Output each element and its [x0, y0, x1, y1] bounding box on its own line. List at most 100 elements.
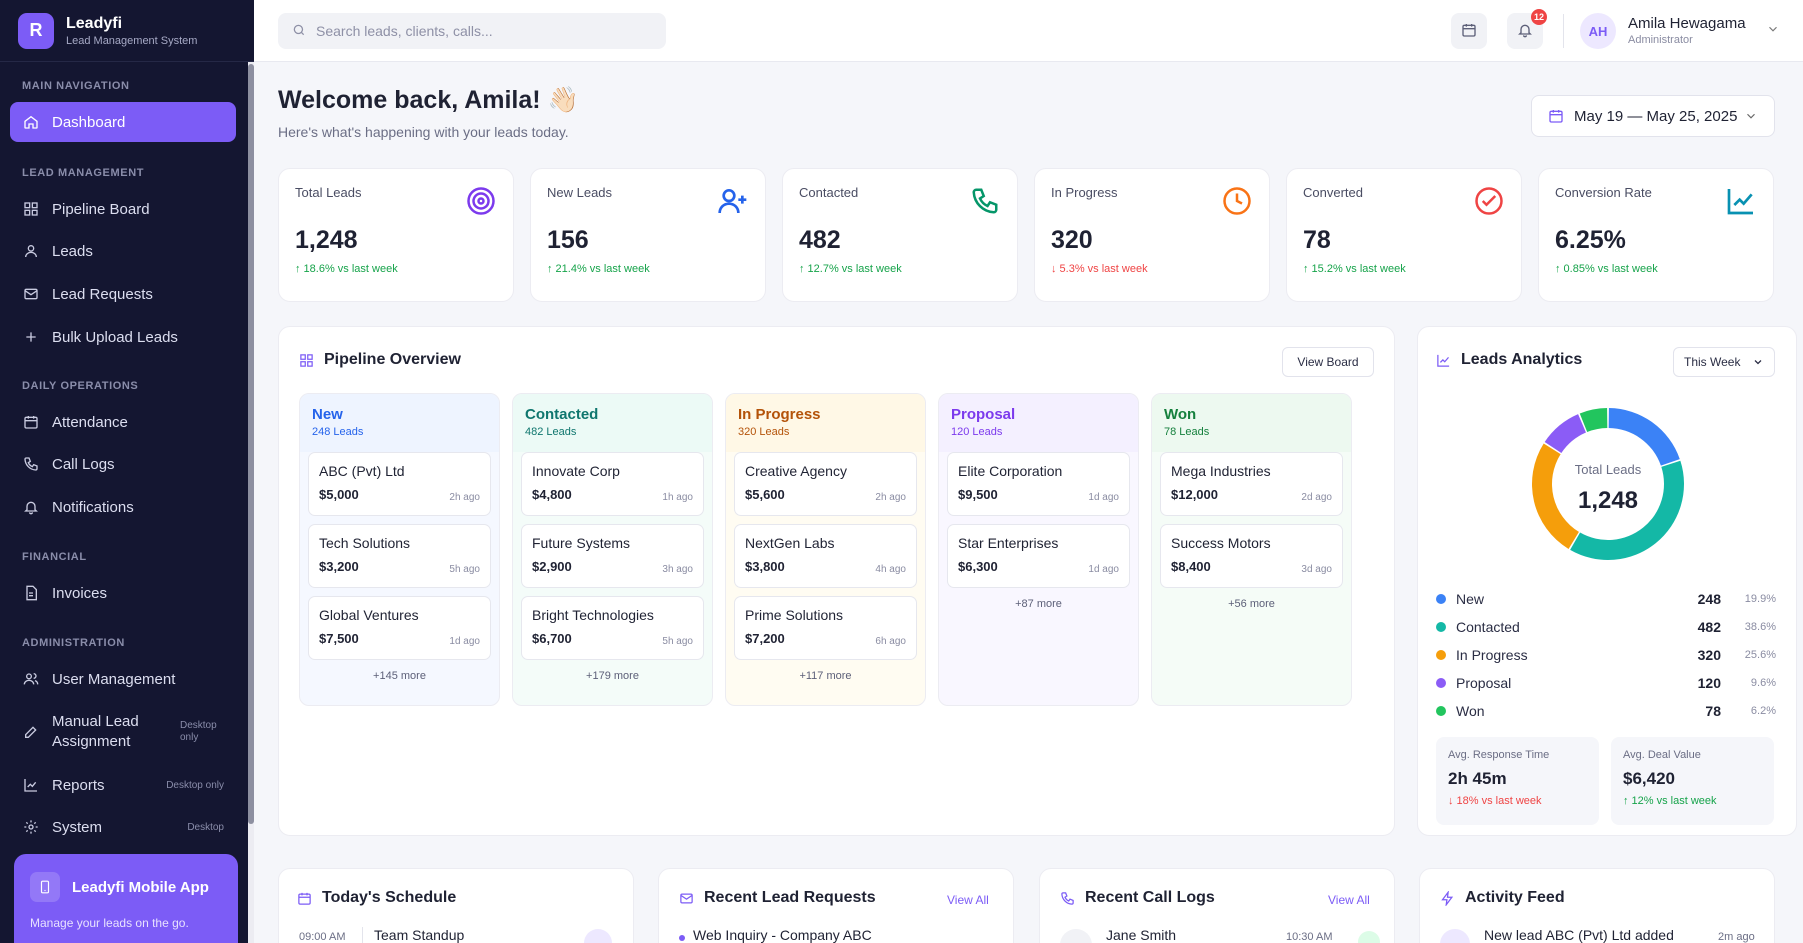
kpi-card-conversion-rate[interactable]: Conversion Rate 6.25% ↑ 0.85% vs last we… [1538, 168, 1774, 302]
sidebar-scrollbar-thumb[interactable] [248, 64, 254, 824]
sidebar-item-manual-lead-assignment[interactable]: Manual Lead Assignment Desktop only [10, 710, 236, 754]
sidebar-item-label: Leads [52, 242, 93, 260]
kpi-value: 6.25% [1555, 226, 1626, 254]
call-status-icon [1358, 931, 1380, 943]
sidebar-item-dashboard[interactable]: Dashboard [10, 102, 236, 142]
deal-card[interactable]: Innovate Corp $4,800 1h ago [521, 452, 704, 516]
kpi-card-contacted[interactable]: Contacted 482 ↑ 12.7% vs last week [782, 168, 1018, 302]
deal-card[interactable]: Creative Agency $5,600 2h ago [734, 452, 917, 516]
more-link[interactable]: +117 more [799, 670, 852, 682]
donut-slice-in-progress[interactable] [1532, 443, 1579, 549]
kpi-value: 482 [799, 226, 841, 254]
pipeline-column-contacted: Contacted 482 Leads Innovate Corp $4,800… [512, 393, 713, 706]
user-role: Administrator [1628, 34, 1693, 46]
call-logs-title-text: Recent Call Logs [1085, 889, 1215, 906]
nav-section-main: Main Navigation [22, 80, 130, 92]
more-link[interactable]: +56 more [1228, 598, 1275, 610]
mini-value: 2h 45m [1448, 769, 1507, 788]
recent-call-logs-card: Recent Call Logs View All Jane Smith 10:… [1039, 868, 1395, 943]
activity-feed-card: Activity Feed New lead ABC (Pvt) Ltd add… [1419, 868, 1775, 943]
legend-dot [1436, 678, 1446, 688]
sidebar-item-attendance[interactable]: Attendance [10, 402, 236, 442]
sidebar-item-lead-requests[interactable]: Lead Requests [10, 274, 236, 314]
check-circle-icon [1473, 185, 1505, 217]
schedule-divider [362, 927, 363, 943]
sidebar-item-invoices[interactable]: Invoices [10, 573, 236, 613]
view-all-lead-requests[interactable]: View All [947, 893, 989, 907]
deal-card[interactable]: NextGen Labs $3,800 4h ago [734, 524, 917, 588]
kpi-delta: ↑ 15.2% vs last week [1303, 263, 1406, 275]
sidebar-item-pipeline-board[interactable]: Pipeline Board [10, 189, 236, 229]
calendar-icon [22, 413, 40, 431]
kpi-card-new-leads[interactable]: New Leads 156 ↑ 21.4% vs last week [530, 168, 766, 302]
sidebar-item-call-logs[interactable]: Call Logs [10, 444, 236, 484]
deal-card[interactable]: Bright Technologies $6,700 5h ago [521, 596, 704, 660]
deal-card[interactable]: Success Motors $8,400 3d ago [1160, 524, 1343, 588]
donut-slice-proposal[interactable] [1544, 414, 1586, 454]
chevron-down-icon [1752, 356, 1764, 368]
column-count: 482 Leads [525, 426, 577, 438]
donut-slice-won[interactable] [1579, 408, 1608, 433]
search-input[interactable] [316, 23, 636, 39]
more-link[interactable]: +179 more [586, 670, 639, 682]
kpi-value: 156 [547, 226, 589, 254]
date-range-picker[interactable]: May 19 — May 25, 2025 [1531, 95, 1775, 137]
deal-card[interactable]: Star Enterprises $6,300 1d ago [947, 524, 1130, 588]
deal-card[interactable]: Prime Solutions $7,200 6h ago [734, 596, 917, 660]
donut-slice-contacted[interactable] [1570, 460, 1684, 560]
deal-card[interactable]: Future Systems $2,900 3h ago [521, 524, 704, 588]
notification-badge: 12 [1530, 9, 1547, 25]
avatar[interactable]: AH [1580, 13, 1616, 49]
deal-card[interactable]: Elite Corporation $9,500 1d ago [947, 452, 1130, 516]
user-name[interactable]: Amila Hewagama [1628, 15, 1746, 32]
legend-row: Contacted 482 38.6% [1436, 617, 1776, 637]
sidebar-item-bulk-upload[interactable]: Bulk Upload Leads [10, 317, 236, 357]
avatar [1060, 929, 1092, 943]
schedule-item[interactable]: Team Standup [374, 927, 465, 943]
sidebar-item-system[interactable]: System Desktop [10, 807, 236, 847]
legend-dot [1436, 622, 1446, 632]
legend-name: In Progress [1456, 647, 1528, 663]
view-all-call-logs[interactable]: View All [1328, 893, 1370, 907]
view-board-button[interactable]: View Board [1282, 347, 1374, 377]
kpi-label: Converted [1303, 185, 1363, 200]
column-title: Won [1164, 406, 1197, 423]
deal-value: $2,900 [532, 559, 572, 574]
activity-item[interactable]: New lead ABC (Pvt) Ltd added [1484, 927, 1674, 943]
legend-row: New 248 19.9% [1436, 589, 1776, 609]
sidebar-item-leads[interactable]: Leads [10, 231, 236, 271]
analytics-title-text: Leads Analytics [1461, 351, 1583, 368]
kpi-card-in-progress[interactable]: In Progress 320 ↓ 5.3% vs last week [1034, 168, 1270, 302]
kpi-delta: ↓ 5.3% vs last week [1051, 263, 1148, 275]
donut-slice-new[interactable] [1608, 408, 1680, 466]
deal-card[interactable]: Mega Industries $12,000 2d ago [1160, 452, 1343, 516]
period-select[interactable]: This Week [1673, 347, 1775, 377]
more-link[interactable]: +87 more [1015, 598, 1062, 610]
kpi-label: In Progress [1051, 185, 1118, 200]
todays-schedule-card: Today's Schedule 09:00 AM Team Standup [278, 868, 634, 943]
chevron-down-icon[interactable] [1766, 22, 1780, 39]
call-log-name[interactable]: Jane Smith [1106, 927, 1177, 943]
schedule-action-icon[interactable] [584, 929, 612, 943]
kpi-value: 78 [1303, 226, 1331, 254]
deal-card[interactable]: Global Ventures $7,500 1d ago [308, 596, 491, 660]
more-link[interactable]: +145 more [373, 670, 426, 682]
mail-icon [679, 891, 694, 906]
lead-request-item[interactable]: Web Inquiry - Company ABC [693, 927, 872, 943]
kpi-delta: ↑ 21.4% vs last week [547, 263, 650, 275]
sidebar-item-user-management[interactable]: User Management [10, 659, 236, 699]
nav-section-lead-management: Lead Management [22, 167, 145, 179]
brand[interactable]: R Leadyfi Lead Management System [0, 0, 254, 62]
deal-card[interactable]: ABC (Pvt) Ltd $5,000 2h ago [308, 452, 491, 516]
mini-delta: ↑ 12% vs last week [1623, 795, 1717, 807]
kpi-card-converted[interactable]: Converted 78 ↑ 15.2% vs last week [1286, 168, 1522, 302]
deal-card[interactable]: Tech Solutions $3,200 5h ago [308, 524, 491, 588]
legend-dot [1436, 706, 1446, 716]
sidebar-item-notifications[interactable]: Notifications [10, 487, 236, 527]
notifications-button[interactable]: 12 [1507, 9, 1547, 49]
calendar-button[interactable] [1451, 13, 1487, 49]
sidebar-item-reports[interactable]: Reports Desktop only [10, 765, 236, 805]
kpi-card-total-leads[interactable]: Total Leads 1,248 ↑ 18.6% vs last week [278, 168, 514, 302]
mobile-app-card[interactable]: Leadyfi Mobile App Manage your leads on … [14, 854, 238, 943]
search-box[interactable] [278, 13, 666, 49]
